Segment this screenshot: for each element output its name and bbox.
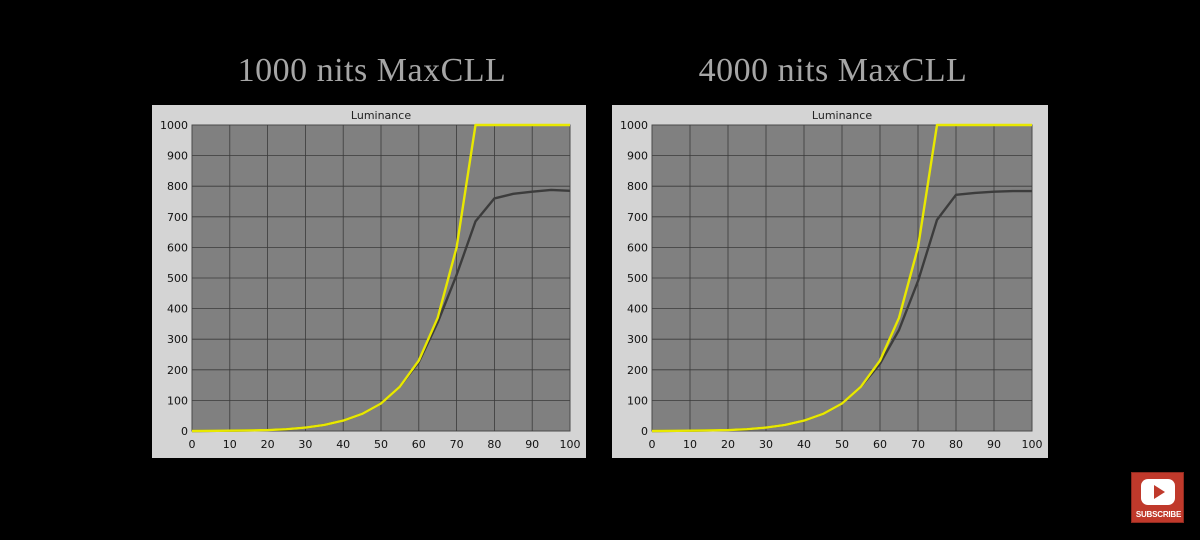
x-tick-label: 80: [487, 438, 501, 451]
x-tick-label: 0: [189, 438, 196, 451]
subscribe-button[interactable]: SUBSCRIBE: [1131, 472, 1184, 523]
x-tick-label: 90: [987, 438, 1001, 451]
y-tick-label: 0: [641, 425, 648, 438]
y-tick-label: 600: [627, 241, 648, 254]
x-tick-label: 60: [873, 438, 887, 451]
x-tick-label: 20: [261, 438, 275, 451]
luminance-chart-left: Luminance0100200300400500600700800900100…: [152, 105, 586, 458]
y-tick-label: 0: [181, 425, 188, 438]
target-curve-line: [651, 123, 1032, 433]
y-tick-label: 500: [167, 272, 188, 285]
x-tick-label: 50: [374, 438, 388, 451]
subscribe-label: SUBSCRIBE: [1135, 510, 1182, 519]
y-tick-label: 600: [167, 241, 188, 254]
y-tick-label: 300: [167, 333, 188, 346]
y-tick-label: 1000: [160, 119, 188, 132]
target-curve-line: [191, 123, 570, 433]
x-tick-label: 70: [450, 438, 464, 451]
y-tick-label: 800: [627, 180, 648, 193]
y-tick-label: 100: [627, 394, 648, 407]
x-tick-label: 90: [525, 438, 539, 451]
x-tick-label: 100: [560, 438, 581, 451]
y-tick-label: 900: [627, 150, 648, 163]
x-tick-label: 80: [949, 438, 963, 451]
y-tick-label: 200: [627, 364, 648, 377]
x-tick-label: 30: [759, 438, 773, 451]
x-tick-label: 10: [223, 438, 237, 451]
y-tick-label: 700: [167, 211, 188, 224]
x-tick-label: 100: [1022, 438, 1043, 451]
y-tick-label: 800: [167, 180, 188, 193]
y-tick-label: 1000: [620, 119, 648, 132]
y-tick-label: 700: [627, 211, 648, 224]
x-tick-label: 40: [336, 438, 350, 451]
chart-heading-right: 4000 nits MaxCLL: [698, 52, 968, 89]
y-tick-label: 400: [167, 303, 188, 316]
x-tick-label: 10: [683, 438, 697, 451]
chart-title: Luminance: [351, 109, 411, 122]
luminance-chart-right: Luminance0100200300400500600700800900100…: [612, 105, 1048, 458]
x-tick-label: 70: [911, 438, 925, 451]
youtube-play-icon: [1141, 479, 1175, 505]
x-tick-label: 50: [835, 438, 849, 451]
y-tick-label: 100: [167, 394, 188, 407]
chart-title: Luminance: [812, 109, 872, 122]
x-tick-label: 60: [412, 438, 426, 451]
y-tick-label: 200: [167, 364, 188, 377]
x-tick-label: 0: [649, 438, 656, 451]
x-tick-label: 20: [721, 438, 735, 451]
y-tick-label: 500: [627, 272, 648, 285]
y-tick-label: 300: [627, 333, 648, 346]
x-tick-label: 30: [298, 438, 312, 451]
chart-heading-left: 1000 nits MaxCLL: [237, 52, 507, 89]
x-tick-label: 40: [797, 438, 811, 451]
y-tick-label: 900: [167, 150, 188, 163]
y-tick-label: 400: [627, 303, 648, 316]
